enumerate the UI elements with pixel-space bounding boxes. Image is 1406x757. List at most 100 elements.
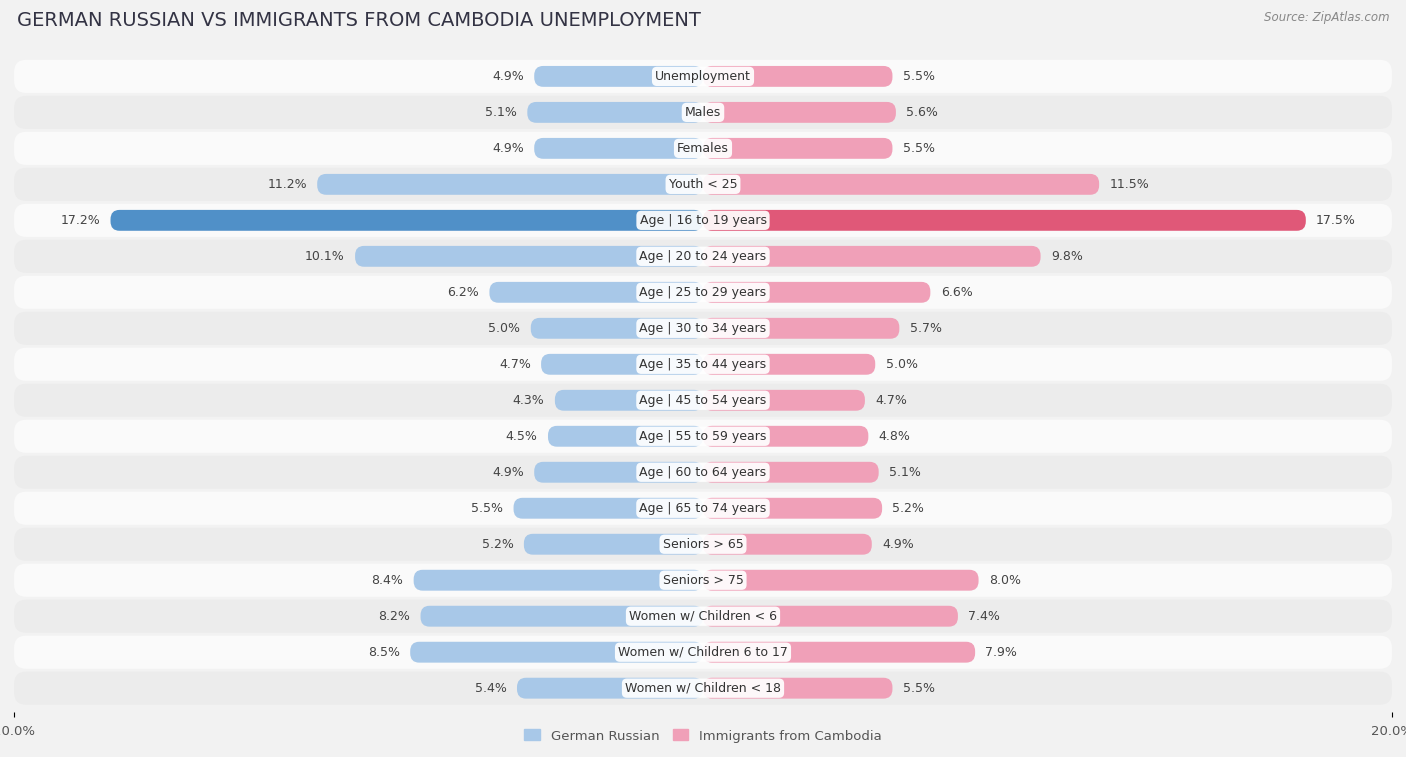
FancyBboxPatch shape xyxy=(703,210,1306,231)
Text: 5.5%: 5.5% xyxy=(903,70,935,83)
Text: Age | 65 to 74 years: Age | 65 to 74 years xyxy=(640,502,766,515)
Text: Age | 35 to 44 years: Age | 35 to 44 years xyxy=(640,358,766,371)
Text: Males: Males xyxy=(685,106,721,119)
Text: 8.2%: 8.2% xyxy=(378,609,411,623)
FancyBboxPatch shape xyxy=(703,462,879,483)
FancyBboxPatch shape xyxy=(534,138,703,159)
FancyBboxPatch shape xyxy=(703,534,872,555)
Text: Women w/ Children < 18: Women w/ Children < 18 xyxy=(626,682,780,695)
Text: 5.0%: 5.0% xyxy=(488,322,520,335)
FancyBboxPatch shape xyxy=(703,354,875,375)
Text: 4.9%: 4.9% xyxy=(492,142,524,155)
Text: Females: Females xyxy=(678,142,728,155)
FancyBboxPatch shape xyxy=(14,671,1392,705)
Text: 5.2%: 5.2% xyxy=(482,537,513,551)
FancyBboxPatch shape xyxy=(703,498,882,519)
Text: Youth < 25: Youth < 25 xyxy=(669,178,737,191)
Text: 11.5%: 11.5% xyxy=(1109,178,1149,191)
FancyBboxPatch shape xyxy=(14,204,1392,237)
Text: Age | 16 to 19 years: Age | 16 to 19 years xyxy=(640,213,766,227)
Text: 5.5%: 5.5% xyxy=(903,142,935,155)
FancyBboxPatch shape xyxy=(411,642,703,662)
FancyBboxPatch shape xyxy=(14,600,1392,633)
FancyBboxPatch shape xyxy=(14,240,1392,273)
Text: Age | 25 to 29 years: Age | 25 to 29 years xyxy=(640,286,766,299)
Text: 4.5%: 4.5% xyxy=(506,430,537,443)
Text: 8.4%: 8.4% xyxy=(371,574,404,587)
Text: Age | 55 to 59 years: Age | 55 to 59 years xyxy=(640,430,766,443)
FancyBboxPatch shape xyxy=(513,498,703,519)
FancyBboxPatch shape xyxy=(14,312,1392,345)
Text: 9.8%: 9.8% xyxy=(1050,250,1083,263)
FancyBboxPatch shape xyxy=(14,96,1392,129)
Text: 4.3%: 4.3% xyxy=(513,394,544,407)
Text: 11.2%: 11.2% xyxy=(267,178,307,191)
FancyBboxPatch shape xyxy=(14,564,1392,597)
Text: 6.2%: 6.2% xyxy=(447,286,479,299)
Text: 7.9%: 7.9% xyxy=(986,646,1018,659)
FancyBboxPatch shape xyxy=(534,462,703,483)
FancyBboxPatch shape xyxy=(703,570,979,590)
FancyBboxPatch shape xyxy=(527,102,703,123)
FancyBboxPatch shape xyxy=(14,456,1392,489)
Text: Seniors > 65: Seniors > 65 xyxy=(662,537,744,551)
FancyBboxPatch shape xyxy=(14,419,1392,453)
FancyBboxPatch shape xyxy=(703,66,893,87)
Text: 10.1%: 10.1% xyxy=(305,250,344,263)
FancyBboxPatch shape xyxy=(548,426,703,447)
Text: 4.7%: 4.7% xyxy=(499,358,531,371)
Text: 4.9%: 4.9% xyxy=(492,70,524,83)
FancyBboxPatch shape xyxy=(14,60,1392,93)
Text: 5.5%: 5.5% xyxy=(903,682,935,695)
Text: 5.5%: 5.5% xyxy=(471,502,503,515)
Text: 17.2%: 17.2% xyxy=(60,213,100,227)
FancyBboxPatch shape xyxy=(489,282,703,303)
FancyBboxPatch shape xyxy=(703,318,900,338)
FancyBboxPatch shape xyxy=(14,492,1392,525)
FancyBboxPatch shape xyxy=(14,168,1392,201)
FancyBboxPatch shape xyxy=(703,426,869,447)
Text: 5.1%: 5.1% xyxy=(485,106,517,119)
FancyBboxPatch shape xyxy=(703,606,957,627)
FancyBboxPatch shape xyxy=(703,678,893,699)
Text: 8.5%: 8.5% xyxy=(368,646,399,659)
Text: 5.0%: 5.0% xyxy=(886,358,918,371)
Text: 5.7%: 5.7% xyxy=(910,322,942,335)
FancyBboxPatch shape xyxy=(703,246,1040,266)
FancyBboxPatch shape xyxy=(703,174,1099,195)
FancyBboxPatch shape xyxy=(14,636,1392,668)
FancyBboxPatch shape xyxy=(14,276,1392,309)
FancyBboxPatch shape xyxy=(524,534,703,555)
FancyBboxPatch shape xyxy=(703,282,931,303)
FancyBboxPatch shape xyxy=(517,678,703,699)
FancyBboxPatch shape xyxy=(356,246,703,266)
FancyBboxPatch shape xyxy=(14,384,1392,417)
Text: Seniors > 75: Seniors > 75 xyxy=(662,574,744,587)
FancyBboxPatch shape xyxy=(703,642,976,662)
FancyBboxPatch shape xyxy=(14,132,1392,165)
FancyBboxPatch shape xyxy=(703,102,896,123)
Text: 7.4%: 7.4% xyxy=(969,609,1000,623)
Text: 5.1%: 5.1% xyxy=(889,466,921,478)
Text: Age | 30 to 34 years: Age | 30 to 34 years xyxy=(640,322,766,335)
Text: Source: ZipAtlas.com: Source: ZipAtlas.com xyxy=(1264,11,1389,24)
Text: 4.7%: 4.7% xyxy=(875,394,907,407)
Text: GERMAN RUSSIAN VS IMMIGRANTS FROM CAMBODIA UNEMPLOYMENT: GERMAN RUSSIAN VS IMMIGRANTS FROM CAMBOD… xyxy=(17,11,700,30)
Text: 8.0%: 8.0% xyxy=(988,574,1021,587)
FancyBboxPatch shape xyxy=(703,138,893,159)
FancyBboxPatch shape xyxy=(541,354,703,375)
Text: Age | 60 to 64 years: Age | 60 to 64 years xyxy=(640,466,766,478)
FancyBboxPatch shape xyxy=(318,174,703,195)
Text: 5.6%: 5.6% xyxy=(907,106,938,119)
Text: 17.5%: 17.5% xyxy=(1316,213,1355,227)
Text: Women w/ Children 6 to 17: Women w/ Children 6 to 17 xyxy=(619,646,787,659)
Text: 6.6%: 6.6% xyxy=(941,286,973,299)
FancyBboxPatch shape xyxy=(14,528,1392,561)
FancyBboxPatch shape xyxy=(413,570,703,590)
Text: Age | 45 to 54 years: Age | 45 to 54 years xyxy=(640,394,766,407)
FancyBboxPatch shape xyxy=(420,606,703,627)
Text: 4.9%: 4.9% xyxy=(492,466,524,478)
Text: 5.2%: 5.2% xyxy=(893,502,924,515)
FancyBboxPatch shape xyxy=(703,390,865,411)
Legend: German Russian, Immigrants from Cambodia: German Russian, Immigrants from Cambodia xyxy=(519,724,887,748)
